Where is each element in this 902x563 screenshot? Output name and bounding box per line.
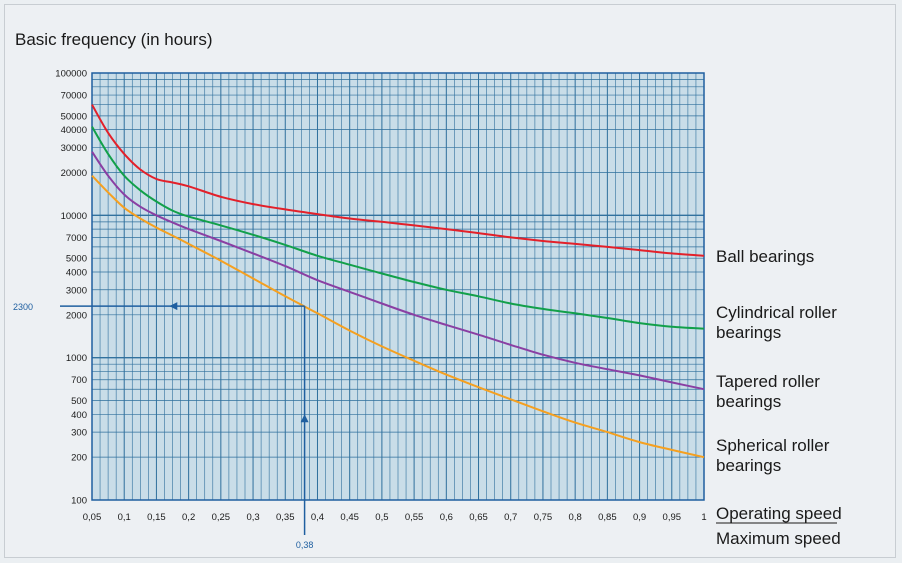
y-tick-label: 400 [71,410,87,421]
x-tick-label: 0,15 [147,512,166,523]
annotation-arrow-up [300,414,309,423]
x-tick-label: 0,55 [405,512,424,523]
y-tick-label: 2000 [66,310,87,321]
x-tick-label: 0,4 [311,512,324,523]
annotation-y-label: 2300 [13,302,33,312]
chart: Basic frequency (in hours) 100 200 300 400 5… [13,30,842,551]
y-tick-label: 7000 [66,233,87,244]
x-tick-label: 0,5 [375,512,388,523]
series-label-spherical-line2: bearings [716,456,781,475]
y-tick-label: 700 [71,375,87,386]
x-tick-label: 0,6 [440,512,453,523]
x-tick-label: 0,35 [276,512,295,523]
x-tick-label: 0,25 [212,512,231,523]
x-tick-label: 1 [701,512,706,523]
chart-frame: Basic frequency (in hours) 100 200 300 400 5… [4,4,896,558]
series-label-ball: Ball bearings [716,247,814,266]
series-label-tapered-line2: bearings [716,392,781,411]
x-tick-label: 0,05 [83,512,102,523]
y-tick-label: 20000 [61,168,87,179]
series-label-cylindrical-line1: Cylindrical roller [716,303,837,322]
x-tick-label: 0,45 [340,512,359,523]
y-tick-label: 30000 [61,143,87,154]
annotation-arrow-left [169,302,178,311]
x-tick-label: 0,65 [469,512,488,523]
y-tick-label: 500 [71,396,87,407]
y-tick-label: 1000 [66,353,87,364]
y-tick-label: 200 [71,453,87,464]
series-line-2 [91,151,705,391]
y-tick-label: 70000 [61,91,87,102]
series-label-spherical-line1: Spherical roller [716,436,830,455]
x-axis-label-numerator: Operating speed [716,504,842,523]
y-tick-label: 10000 [61,211,87,222]
x-tick-label: 0,2 [182,512,195,523]
x-axis-label-denominator: Maximum speed [716,529,841,548]
y-tick-label: 5000 [66,254,87,265]
x-tick-label: 0,85 [598,512,617,523]
plot-area: 100 200 300 400 500 700 1000 2000 3000 4000 5000 70… [13,69,707,551]
series-label-cylindrical-line2: bearings [716,323,781,342]
series-line-1 [91,126,705,330]
x-tick-label: 0,3 [246,512,259,523]
x-tick-label: 0,1 [118,512,131,523]
plot-border [91,72,705,501]
chart-title: Basic frequency (in hours) [15,30,212,49]
x-tick-label: 0,8 [569,512,582,523]
x-tick-label: 0,75 [534,512,553,523]
x-tick-label: 0,9 [633,512,646,523]
x-tick-label: 0,95 [663,512,682,523]
y-tick-label: 300 [71,428,87,439]
y-tick-label: 100 [71,496,87,507]
y-tick-label: 3000 [66,285,87,296]
y-tick-label: 100000 [55,69,87,80]
series-line-0 [91,104,705,257]
series-label-tapered-line1: Tapered roller [716,372,820,391]
annotation-x-label: 0,38 [296,540,314,550]
x-tick-label: 0,7 [504,512,517,523]
y-tick-label: 4000 [66,267,87,278]
series-line-3 [91,174,705,459]
y-tick-label: 50000 [61,111,87,122]
y-tick-label: 40000 [61,125,87,136]
